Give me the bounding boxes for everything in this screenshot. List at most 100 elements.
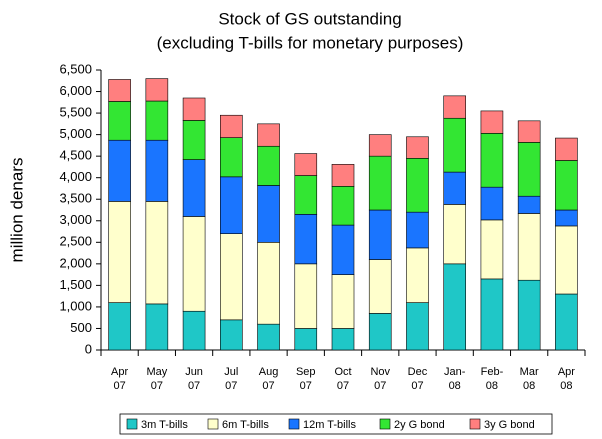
bar-segment bbox=[517, 120, 541, 143]
x-tick-label: 07 bbox=[225, 380, 237, 392]
bar-segment bbox=[145, 201, 169, 305]
legend-label: 6m T-bills bbox=[222, 419, 269, 431]
bar-segment bbox=[108, 101, 131, 141]
bar-segment bbox=[294, 153, 318, 176]
y-tick-label: 2,000 bbox=[59, 255, 92, 270]
bar-segment bbox=[220, 319, 243, 351]
legend-label: 3m T-bills bbox=[141, 419, 188, 431]
bar-segment bbox=[108, 302, 131, 351]
bar-segment bbox=[257, 242, 280, 325]
bar-segment bbox=[220, 176, 243, 234]
x-tick-label: Jul bbox=[224, 366, 238, 378]
bar-segment bbox=[368, 134, 392, 157]
x-tick-label: 07 bbox=[374, 380, 386, 392]
y-tick-label: 3,000 bbox=[59, 212, 92, 227]
bar-segment bbox=[145, 100, 169, 141]
legend-label: 3y G bond bbox=[484, 419, 535, 431]
bar-segment bbox=[555, 225, 578, 295]
bar-segment bbox=[555, 209, 578, 227]
bar-segment bbox=[294, 328, 318, 351]
x-tick-label: Feb- bbox=[481, 366, 504, 378]
x-tick-label: 08 bbox=[449, 380, 461, 392]
bar-segment bbox=[108, 201, 131, 303]
bar-segment bbox=[368, 313, 392, 351]
bar-segment bbox=[480, 133, 504, 188]
bar-segment bbox=[368, 209, 392, 260]
bar-segment bbox=[257, 185, 280, 243]
bar-segment bbox=[406, 136, 429, 159]
chart-title: Stock of GS outstanding bbox=[218, 9, 401, 28]
legend-box bbox=[119, 413, 553, 435]
y-tick-label: 0 bbox=[85, 341, 92, 356]
chart-subtitle: (excluding T-bills for monetary purposes… bbox=[157, 33, 464, 52]
bar-segment bbox=[517, 279, 541, 351]
x-tick-label: Sep bbox=[296, 366, 316, 378]
bar-segment bbox=[182, 310, 206, 351]
bar-segment bbox=[331, 186, 355, 226]
bar-segment bbox=[331, 224, 355, 275]
bar-segment bbox=[220, 137, 243, 178]
bar-segment bbox=[555, 160, 578, 211]
bar-segment bbox=[294, 214, 318, 265]
x-tick-label: Aug bbox=[259, 366, 279, 378]
x-tick-label: Apr bbox=[558, 366, 575, 378]
bar-segment bbox=[517, 213, 541, 281]
x-tick-label: Jan- bbox=[444, 366, 466, 378]
bar-segment bbox=[480, 278, 504, 351]
x-tick-label: 07 bbox=[151, 380, 163, 392]
legend-swatch bbox=[379, 418, 391, 430]
legend-label: 2y G bond bbox=[394, 419, 445, 431]
bar-segment bbox=[182, 97, 206, 121]
x-tick-label: Apr bbox=[111, 366, 128, 378]
x-tick-label: Dec bbox=[408, 366, 428, 378]
x-tick-label: Mar bbox=[520, 366, 539, 378]
bar-segment bbox=[406, 158, 429, 213]
bar-segment bbox=[182, 159, 206, 217]
x-tick-label: 08 bbox=[523, 380, 535, 392]
bar-segment bbox=[443, 263, 466, 351]
bar-segment bbox=[331, 164, 355, 187]
bar-segment bbox=[257, 323, 280, 351]
bar-segment bbox=[182, 120, 206, 160]
bar-segment bbox=[517, 142, 541, 197]
bar-segment bbox=[257, 145, 280, 186]
x-tick-label: 07 bbox=[411, 380, 423, 392]
bar-segment bbox=[108, 79, 131, 102]
bar-segment bbox=[406, 302, 429, 351]
y-tick-label: 5,000 bbox=[59, 126, 92, 141]
x-tick-label: 08 bbox=[486, 380, 498, 392]
bar-segment bbox=[406, 247, 429, 303]
bar-segment bbox=[294, 175, 318, 215]
bar-segment bbox=[555, 137, 578, 161]
bar-segment bbox=[182, 216, 206, 312]
bar-segment bbox=[331, 328, 355, 351]
bar-segment bbox=[443, 171, 466, 205]
x-tick-label: Jun bbox=[185, 366, 203, 378]
bar-segment bbox=[257, 123, 280, 147]
y-tick-label: 3,500 bbox=[59, 191, 92, 206]
y-tick-label: 6,500 bbox=[59, 61, 92, 76]
legend-swatch bbox=[288, 418, 300, 430]
y-tick-label: 500 bbox=[70, 320, 92, 335]
bar-segment bbox=[220, 114, 243, 138]
x-tick-label: 07 bbox=[337, 380, 349, 392]
y-tick-label: 2,500 bbox=[59, 234, 92, 249]
y-tick-label: 6,000 bbox=[59, 83, 92, 98]
x-tick-label: May bbox=[146, 366, 167, 378]
bar-segment bbox=[145, 139, 169, 202]
legend-swatch bbox=[126, 418, 138, 430]
x-tick-label: Nov bbox=[370, 366, 390, 378]
x-tick-label: 07 bbox=[113, 380, 125, 392]
x-tick-label: Oct bbox=[334, 366, 351, 378]
bar-segment bbox=[443, 95, 466, 119]
bar-segment bbox=[517, 195, 541, 214]
bar-segment bbox=[480, 110, 504, 134]
bar-segment bbox=[443, 117, 466, 173]
y-tick-label: 1,000 bbox=[59, 298, 92, 313]
x-tick-label: 08 bbox=[560, 380, 572, 392]
legend-swatch bbox=[207, 418, 219, 430]
y-axis-label: million denars bbox=[7, 158, 26, 263]
bar-segment bbox=[108, 139, 131, 202]
x-tick-label: 07 bbox=[300, 380, 312, 392]
